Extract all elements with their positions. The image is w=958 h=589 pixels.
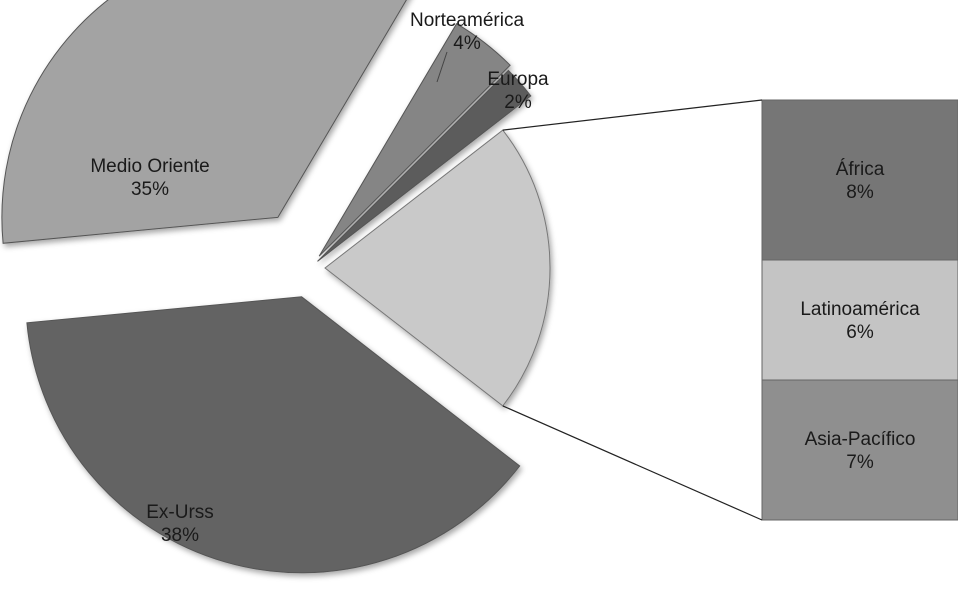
pie-slice-norteamerica [318, 23, 511, 257]
pie-label-europa: Europa 2% [487, 69, 549, 113]
bar-segment-latinoamerica [761, 259, 958, 381]
connector-bottom [502, 405, 763, 521]
pie-label-ex-urss: Ex-Urss 38% [146, 502, 214, 546]
bar-segment-asia-pacifico [761, 379, 958, 521]
bar-label-latinoamerica: Latinoamérica 6% [800, 299, 920, 343]
bar-label-africa: África 8% [836, 159, 885, 203]
pie-slice-medio-oriente [1, 0, 407, 244]
pie-slice-other [324, 129, 551, 407]
pie-slice-europa [317, 69, 532, 262]
bar-label-asia-pacifico: Asia-Pacífico 7% [805, 429, 916, 473]
leader-line-norteamerica [436, 51, 448, 83]
connector-top [502, 99, 763, 131]
bar-segment-africa [761, 99, 958, 261]
pie-slice-ex-urss [26, 296, 521, 574]
pie-label-norteamerica: Norteamérica 4% [410, 10, 524, 54]
pie-label-medio-oriente: Medio Oriente 35% [90, 156, 209, 200]
